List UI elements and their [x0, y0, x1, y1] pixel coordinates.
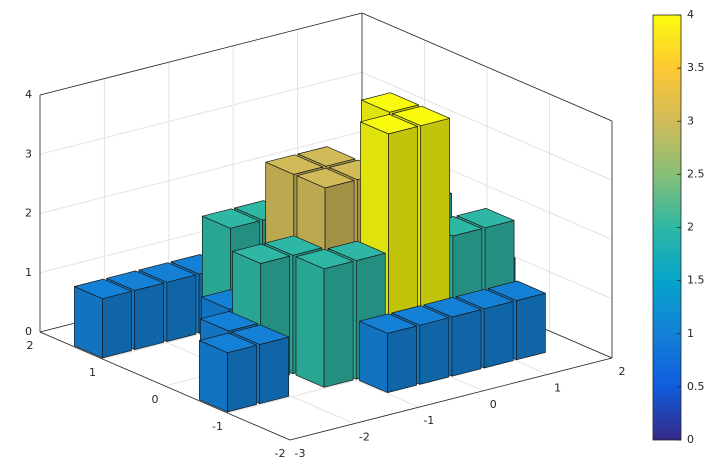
- z-tick-label: 0: [25, 325, 32, 338]
- bar-top: [199, 332, 257, 354]
- bar-top: [138, 262, 197, 283]
- bar-top: [423, 297, 482, 318]
- x-tick-label: -3: [295, 447, 306, 460]
- bar-top: [327, 240, 386, 261]
- x-tick-label: -1: [423, 414, 434, 427]
- x-tick-label: -2: [359, 431, 370, 444]
- bar-front: [451, 309, 482, 377]
- z-tick-label: 1: [25, 266, 32, 279]
- bar-top: [455, 288, 514, 310]
- bar-front: [227, 344, 257, 413]
- bar: [295, 248, 354, 388]
- bar-top: [295, 248, 354, 270]
- colorbar-tick-label: 1.5: [687, 274, 705, 287]
- axis-line: [361, 12, 613, 122]
- y-tick-label: -2: [275, 447, 286, 460]
- z-tick-label: 2: [25, 207, 32, 220]
- axis-line: [39, 331, 291, 441]
- bar-top: [200, 311, 258, 332]
- axis-line: [39, 12, 363, 96]
- bar-top: [106, 270, 165, 291]
- bar-top: [359, 313, 417, 334]
- bar-top: [201, 208, 260, 229]
- x-tick-label: 1: [554, 381, 561, 394]
- y-tick-label: 1: [89, 366, 96, 379]
- bar-top: [296, 167, 355, 189]
- bar-top: [74, 278, 132, 300]
- bar-top: [360, 114, 418, 135]
- x-tick-label: 2: [619, 365, 626, 378]
- bar-top: [391, 305, 450, 326]
- y-tick-label: 2: [27, 339, 34, 352]
- bar-top: [264, 235, 323, 256]
- bar-side: [295, 256, 325, 388]
- colorbar-tick-label: 0.5: [687, 380, 705, 393]
- colorbar-tick-label: 3.5: [687, 61, 705, 74]
- colorbar-tick-label: 0: [687, 433, 694, 446]
- bar-top: [392, 105, 451, 127]
- bar-top: [456, 207, 515, 229]
- bar: [199, 332, 257, 413]
- bar-front: [483, 301, 514, 369]
- grid-line: [39, 71, 363, 155]
- bar-top: [487, 280, 546, 301]
- bar-front: [134, 282, 165, 351]
- bar-top: [232, 243, 291, 264]
- bar-top: [361, 92, 419, 113]
- y-tick-label: -1: [212, 420, 223, 433]
- bar: [74, 278, 132, 359]
- bar: [359, 313, 417, 393]
- y-tick-label: 0: [152, 393, 159, 406]
- colorbar-tick-label: 1: [687, 327, 694, 340]
- axis-line: [289, 357, 613, 441]
- z-tick-label: 4: [25, 88, 32, 101]
- grid-line: [39, 131, 363, 214]
- bar-top: [297, 146, 356, 167]
- colorbar-tick-label: 2.5: [687, 167, 705, 180]
- colorbar-tick-label: 3: [687, 114, 694, 127]
- colorbar: [652, 14, 682, 441]
- bar-front: [419, 317, 450, 385]
- bar-front: [102, 290, 132, 359]
- bar-front: [516, 292, 546, 361]
- bar-front: [259, 336, 290, 405]
- bar-top: [265, 154, 324, 175]
- x-tick-label: 0: [490, 398, 497, 411]
- bar-front: [323, 261, 354, 388]
- colorbar-tick-label: 4: [687, 8, 694, 21]
- bar-front: [387, 325, 417, 393]
- bar-top: [231, 324, 290, 345]
- bar-front: [166, 274, 197, 342]
- colorbar-tick-label: 2: [687, 221, 694, 234]
- z-tick-label: 3: [25, 147, 32, 160]
- grid-line: [361, 71, 613, 181]
